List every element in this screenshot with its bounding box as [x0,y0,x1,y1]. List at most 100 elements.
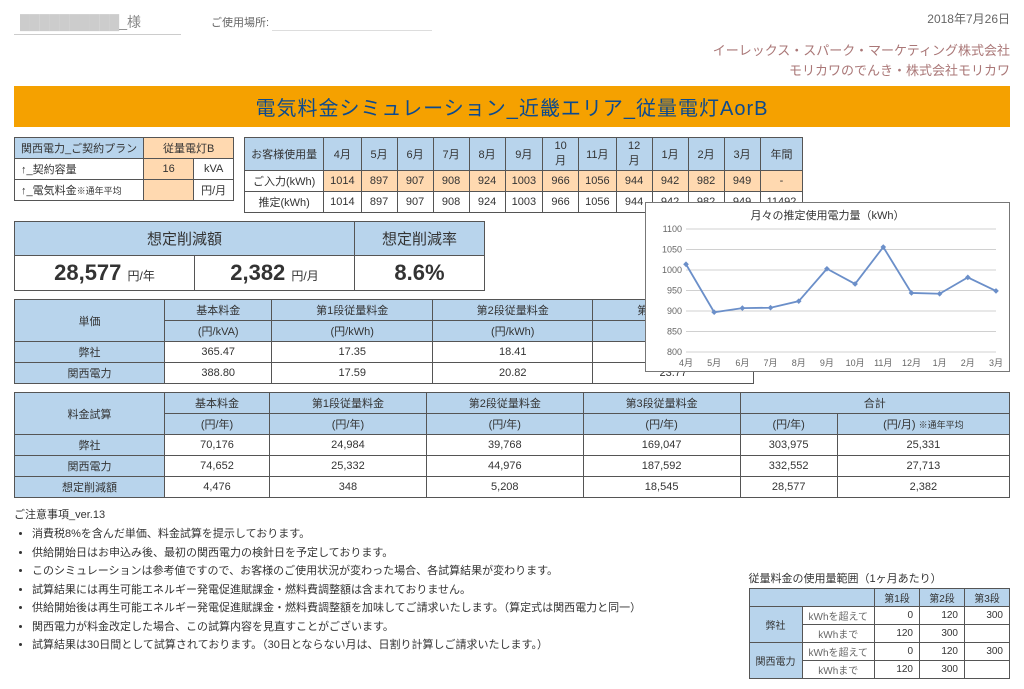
range-row-label: 関西電力 [749,643,802,679]
svg-text:3月: 3月 [989,358,1002,368]
usage-input-cell: - [760,171,803,192]
svg-text:1050: 1050 [662,245,682,255]
unit-row-label: 弊社 [15,342,165,363]
note-item: 消費税8%を含んだ単価、料金試算を提示しております。 [32,526,1010,543]
range-cell: 0 [875,607,920,625]
unit-col-unit: (円/kWh) [432,321,593,342]
contract-capacity: 16 [144,159,194,180]
contract-table: 関西電力_ご契約プラン 従量電灯B ↑_契約容量 16 kVA ↑_電気料金※通… [14,137,234,201]
unit-cell: 365.47 [165,342,272,363]
cost-unit: (円/月) ※通年平均 [837,414,1009,435]
range-sub: kWhを超えて [802,643,875,661]
cost-col0: 料金試算 [15,393,165,435]
notes-header: ご注意事項_ver.13 [14,506,1010,522]
document-date: 2018年7月26日 [927,10,1010,27]
range-section: 従量料金の使用量範囲（1ヶ月あたり） 第1段第2段第3段弊社kWhを超えて012… [749,570,1011,679]
svg-text:2月: 2月 [961,358,975,368]
month-header: 5月 [361,138,397,171]
range-sub: kWhまで [802,625,875,643]
usage-input-cell: 908 [433,171,469,192]
cost-row-label: 想定削減額 [15,477,165,498]
usage-input-cell: 924 [469,171,505,192]
range-col: 第2段 [920,589,965,607]
month-header: 4月 [324,138,361,171]
range-sub: kWhを超えて [802,607,875,625]
page-title: 電気料金シミュレーション_近畿エリア_従量電灯AorB [14,86,1010,127]
company-block: イーレックス・スパーク・マーケティング株式会社 モリカワのでんき・株式会社モリカ… [14,41,1010,80]
cost-cell: 27,713 [837,456,1009,477]
unit-cell: 388.80 [165,363,272,384]
range-cell: 300 [965,643,1010,661]
location-value [272,15,432,31]
unit-row-label: 関西電力 [15,363,165,384]
cost-cell: 24,984 [270,435,427,456]
month-header: 12月 [616,138,652,171]
cost-col: 基本料金 [165,393,270,414]
range-cell [965,625,1010,643]
svg-text:11月: 11月 [874,358,892,368]
usage-input-cell: 942 [652,171,688,192]
cost-cell: 187,592 [583,456,740,477]
usage-input-cell: 944 [616,171,652,192]
cost-cell: 348 [270,477,427,498]
svg-text:10月: 10月 [846,358,865,368]
addressee: ██████████_様 [14,10,181,35]
range-cell [965,661,1010,679]
savings-annual: 28,577 円/年 [15,256,195,291]
contract-fee-unit: 円/月 [194,180,234,201]
svg-text:1100: 1100 [663,225,682,234]
range-title: 従量料金の使用量範囲（1ヶ月あたり） [749,570,1011,586]
cost-cell: 28,577 [740,477,837,498]
month-header: 10月 [543,138,579,171]
cost-col: 第2段従量料金 [426,393,583,414]
cost-cell: 18,545 [583,477,740,498]
usage-row2-label: 推定(kWh) [245,192,324,213]
range-cell: 300 [965,607,1010,625]
usage-row1-label: ご入力(kWh) [245,171,324,192]
range-col: 第3段 [965,589,1010,607]
usage-input-cell: 897 [361,171,397,192]
unit-col-header: 第1段従量料金 [272,300,433,321]
usage-input-cell: 1014 [324,171,361,192]
chart-title: 月々の推定使用電力量（kWh） [652,207,1003,223]
month-header: 11月 [579,138,616,171]
range-cell: 120 [875,661,920,679]
usage-est-cell: 897 [361,192,397,213]
contract-fee [144,180,194,201]
svg-text:900: 900 [667,306,682,316]
cost-row-label: 関西電力 [15,456,165,477]
range-cell: 120 [875,625,920,643]
cost-col-total: 合計 [740,393,1009,414]
usage-est-cell: 907 [397,192,433,213]
cost-cell: 74,652 [165,456,270,477]
month-header: 9月 [505,138,542,171]
range-col: 第1段 [875,589,920,607]
contract-row1-label: ↑_契約容量 [15,159,144,180]
contract-row2-label: ↑_電気料金※通年平均 [15,180,144,201]
savings-table: 想定削減額 想定削減率 28,577 円/年 2,382 円/月 8.6% [14,221,485,291]
month-header: 6月 [397,138,433,171]
unit-price-table: 単価基本料金第1段従量料金第2段従量料金第3段従量料金(円/kVA)(円/kWh… [14,299,754,384]
unit-cell: 17.59 [272,363,433,384]
month-header: 2月 [688,138,724,171]
month-header: 8月 [469,138,505,171]
cost-cell: 303,975 [740,435,837,456]
contract-header: 関西電力_ご契約プラン [15,138,144,159]
cost-cell: 332,552 [740,456,837,477]
chart-svg: 8008509009501000105011004月5月6月7月8月9月10月1… [652,225,1002,370]
unit-cell: 17.35 [272,342,433,363]
month-header: 1月 [652,138,688,171]
contract-capacity-unit: kVA [194,159,234,180]
svg-text:4月: 4月 [679,358,693,368]
unit-col-header: 基本料金 [165,300,272,321]
unit-col-header: 第2段従量料金 [432,300,593,321]
cost-cell: 4,476 [165,477,270,498]
cost-cell: 44,976 [426,456,583,477]
month-header: 年間 [760,138,803,171]
company-1: イーレックス・スパーク・マーケティング株式会社 [14,41,1010,61]
usage-input-cell: 982 [688,171,724,192]
range-sub: kWhまで [802,661,875,679]
unit-cell: 20.82 [432,363,593,384]
usage-input-cell: 1003 [505,171,542,192]
svg-text:850: 850 [667,327,682,337]
